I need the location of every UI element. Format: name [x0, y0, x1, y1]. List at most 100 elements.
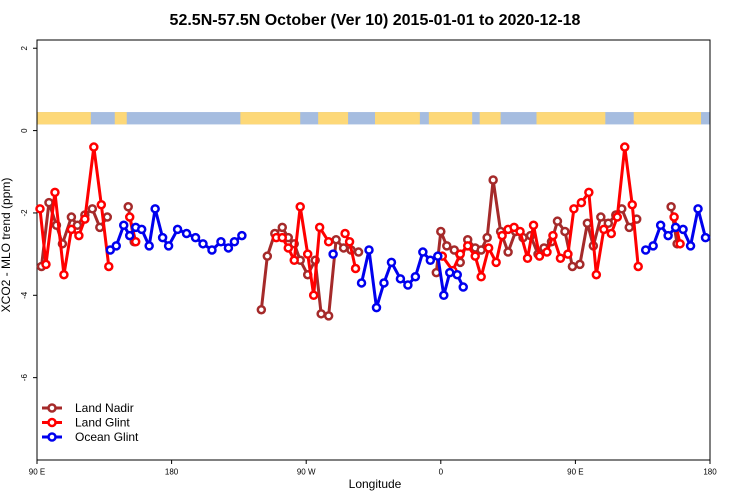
data-point-ocean-glint	[105, 245, 116, 255]
data-point-land-nadir	[72, 220, 83, 231]
data-point-land-glint	[344, 237, 355, 247]
data-point-ocean-glint	[386, 257, 397, 268]
data-point-land-nadir	[624, 222, 634, 233]
data-point-ocean-glint	[190, 232, 201, 243]
data-point-land-glint	[584, 187, 594, 198]
data-point-ocean-glint	[410, 272, 421, 282]
data-point-land-glint	[41, 259, 51, 270]
data-point-land-glint	[283, 243, 294, 253]
data-point-ocean-glint	[678, 224, 688, 235]
data-point-land-nadir	[316, 309, 326, 319]
chart-title: 52.5N-57.5N October (Ver 10) 2015-01-01 …	[170, 12, 581, 29]
data-point-land-glint	[606, 228, 617, 239]
data-point-ocean-glint	[136, 224, 147, 235]
data-point-land-nadir	[482, 232, 492, 243]
x-tick-label: 180	[703, 468, 717, 477]
land-segment	[318, 112, 349, 125]
x-axis-label: Longitude	[349, 477, 402, 491]
data-point-ocean-glint	[700, 232, 711, 243]
data-point-land-glint	[491, 257, 501, 268]
data-point-land-glint	[569, 204, 579, 214]
data-point-land-nadir	[442, 241, 452, 251]
data-point-land-glint	[528, 220, 539, 231]
data-point-land-nadir	[503, 247, 513, 257]
data-point-land-nadir	[277, 222, 288, 233]
series-line-land-glint	[38, 145, 111, 277]
data-point-land-nadir	[44, 197, 54, 208]
data-point-ocean-glint	[364, 245, 374, 255]
data-point-ocean-glint	[229, 237, 240, 247]
data-point-land-glint	[462, 241, 473, 251]
legend-marker-land-glint	[47, 417, 57, 428]
data-point-land-glint	[563, 249, 573, 259]
series-line-land-glint	[276, 205, 330, 297]
y-tick-label: 2	[20, 45, 29, 50]
data-point-land-glint	[80, 214, 90, 224]
data-point-ocean-glint	[157, 232, 168, 243]
land-segment	[479, 112, 501, 125]
data-point-ocean-glint	[371, 302, 382, 313]
land-segment	[633, 112, 702, 125]
data-point-ocean-glint	[356, 278, 367, 288]
data-point-ocean-glint	[395, 274, 406, 284]
legend-label-land-glint: Land Glint	[75, 416, 130, 430]
data-point-land-glint	[627, 199, 637, 210]
data-point-land-glint	[599, 224, 609, 235]
data-point-ocean-glint	[439, 290, 449, 301]
data-point-land-nadir	[102, 212, 113, 222]
legend-label-land-nadir: Land Nadir	[75, 401, 134, 415]
data-point-ocean-glint	[163, 241, 174, 251]
data-point-ocean-glint	[663, 230, 673, 241]
land-segment	[37, 112, 91, 125]
plot-frame	[36, 39, 711, 461]
data-point-land-nadir	[476, 245, 486, 255]
data-point-land-glint	[591, 269, 602, 280]
data-point-land-glint	[323, 237, 334, 247]
data-point-land-nadir	[567, 261, 578, 272]
data-point-land-glint	[59, 269, 69, 280]
data-point-land-nadir	[449, 245, 460, 255]
y-tick-label: 0	[20, 128, 29, 133]
legend-marker-land-nadir	[47, 403, 57, 413]
data-point-land-nadir	[353, 247, 364, 257]
data-point-ocean-glint	[124, 230, 135, 241]
x-tick-label: 0	[439, 468, 444, 477]
data-point-land-glint	[555, 253, 566, 263]
data-point-ocean-glint	[458, 282, 468, 292]
data-point-land-glint	[50, 187, 60, 198]
data-point-land-glint	[476, 272, 486, 282]
data-point-ocean-glint	[118, 220, 129, 231]
data-point-land-glint	[350, 263, 361, 274]
data-point-land-glint	[515, 226, 525, 237]
data-point-land-glint	[302, 249, 313, 259]
legend-label-ocean-glint: Ocean Glint	[75, 430, 139, 444]
data-point-land-glint	[612, 212, 623, 222]
ocean-band	[37, 112, 710, 125]
data-point-land-glint	[497, 230, 507, 241]
data-point-ocean-glint	[648, 241, 658, 251]
data-point-land-nadir	[338, 243, 349, 253]
land-segment	[240, 112, 301, 125]
data-point-land-glint	[675, 239, 685, 249]
data-point-ocean-glint	[181, 228, 192, 239]
data-point-ocean-glint	[403, 280, 413, 290]
data-point-ocean-glint	[445, 267, 455, 278]
data-point-land-glint	[96, 199, 107, 210]
data-point-land-glint	[576, 197, 587, 208]
data-point-land-glint	[548, 230, 558, 241]
land-segment	[114, 112, 127, 125]
data-point-land-glint	[633, 261, 643, 272]
data-point-ocean-glint	[693, 204, 703, 214]
data-point-land-nadir	[603, 218, 614, 228]
data-point-ocean-glint	[418, 247, 428, 257]
y-tick-label: -4	[20, 291, 29, 299]
data-point-land-nadir	[87, 204, 98, 214]
y-axis: 2 0 -2 -4 -6	[20, 45, 37, 381]
data-point-land-nadir	[488, 175, 498, 185]
data-point-land-nadir	[66, 212, 77, 222]
data-point-land-glint	[483, 243, 494, 253]
data-point-ocean-glint	[379, 278, 389, 288]
data-point-land-nadir	[262, 251, 273, 261]
